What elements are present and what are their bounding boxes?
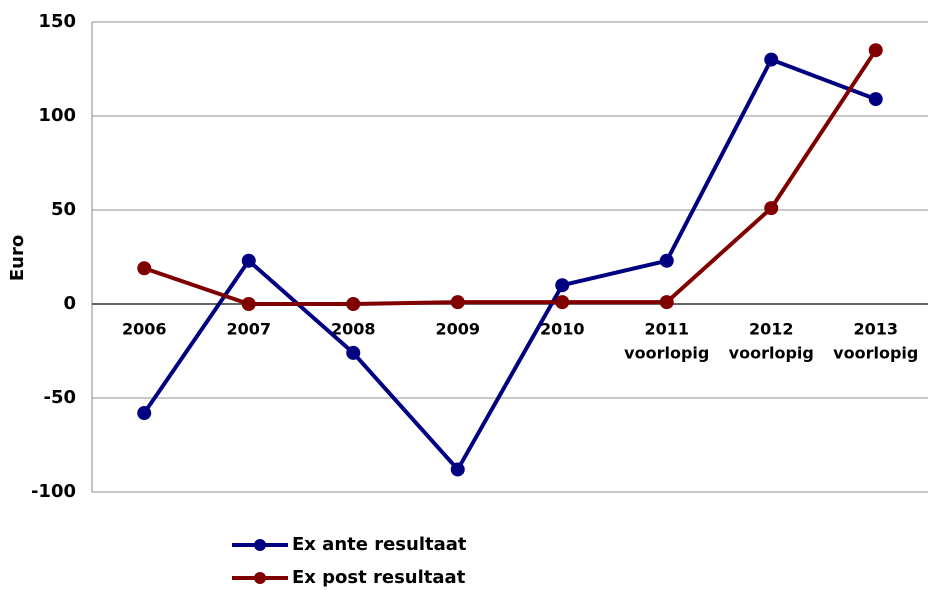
data-point xyxy=(137,406,152,421)
data-point xyxy=(241,253,256,268)
x-tick-label: 2010 xyxy=(540,320,585,339)
legend-marker xyxy=(254,539,266,551)
legend-label: Ex ante resultaat xyxy=(292,534,467,555)
y-tick-label: 150 xyxy=(38,11,76,32)
data-point xyxy=(764,52,779,67)
x-tick-label: 2012 xyxy=(749,320,794,339)
y-tick-label: -100 xyxy=(31,481,76,502)
data-point xyxy=(241,297,256,311)
data-point xyxy=(555,278,570,293)
data-point xyxy=(764,201,779,216)
data-point xyxy=(450,462,465,477)
x-tick-label: 2008 xyxy=(331,320,376,339)
legend-marker xyxy=(254,572,266,584)
data-point xyxy=(868,43,883,58)
legend-label: Ex post resultaat xyxy=(292,567,466,588)
data-point xyxy=(659,295,674,310)
data-point xyxy=(555,295,570,310)
x-tick-label: 2007 xyxy=(226,320,271,339)
x-tick-label: 2011 xyxy=(644,320,689,339)
data-point xyxy=(450,295,465,310)
y-tick-label: 50 xyxy=(51,199,76,220)
data-point xyxy=(137,261,152,276)
series-line xyxy=(143,49,878,306)
x-tick-label: 2006 xyxy=(122,320,167,339)
y-tick-label: -50 xyxy=(43,387,76,408)
data-point xyxy=(346,297,361,311)
data-point xyxy=(659,253,674,268)
data-point xyxy=(868,92,883,107)
x-tick-label: voorlopig xyxy=(729,344,814,363)
x-tick-label: 2013 xyxy=(853,320,898,339)
x-tick-label: voorlopig xyxy=(624,344,709,363)
x-tick-label: voorlopig xyxy=(833,344,918,363)
y-tick-label: 100 xyxy=(38,105,76,126)
y-axis-label: Euro xyxy=(7,235,28,281)
series-line xyxy=(142,57,877,472)
x-tick-label: 2009 xyxy=(435,320,480,339)
data-point xyxy=(346,345,361,360)
y-tick-label: 0 xyxy=(63,293,76,314)
